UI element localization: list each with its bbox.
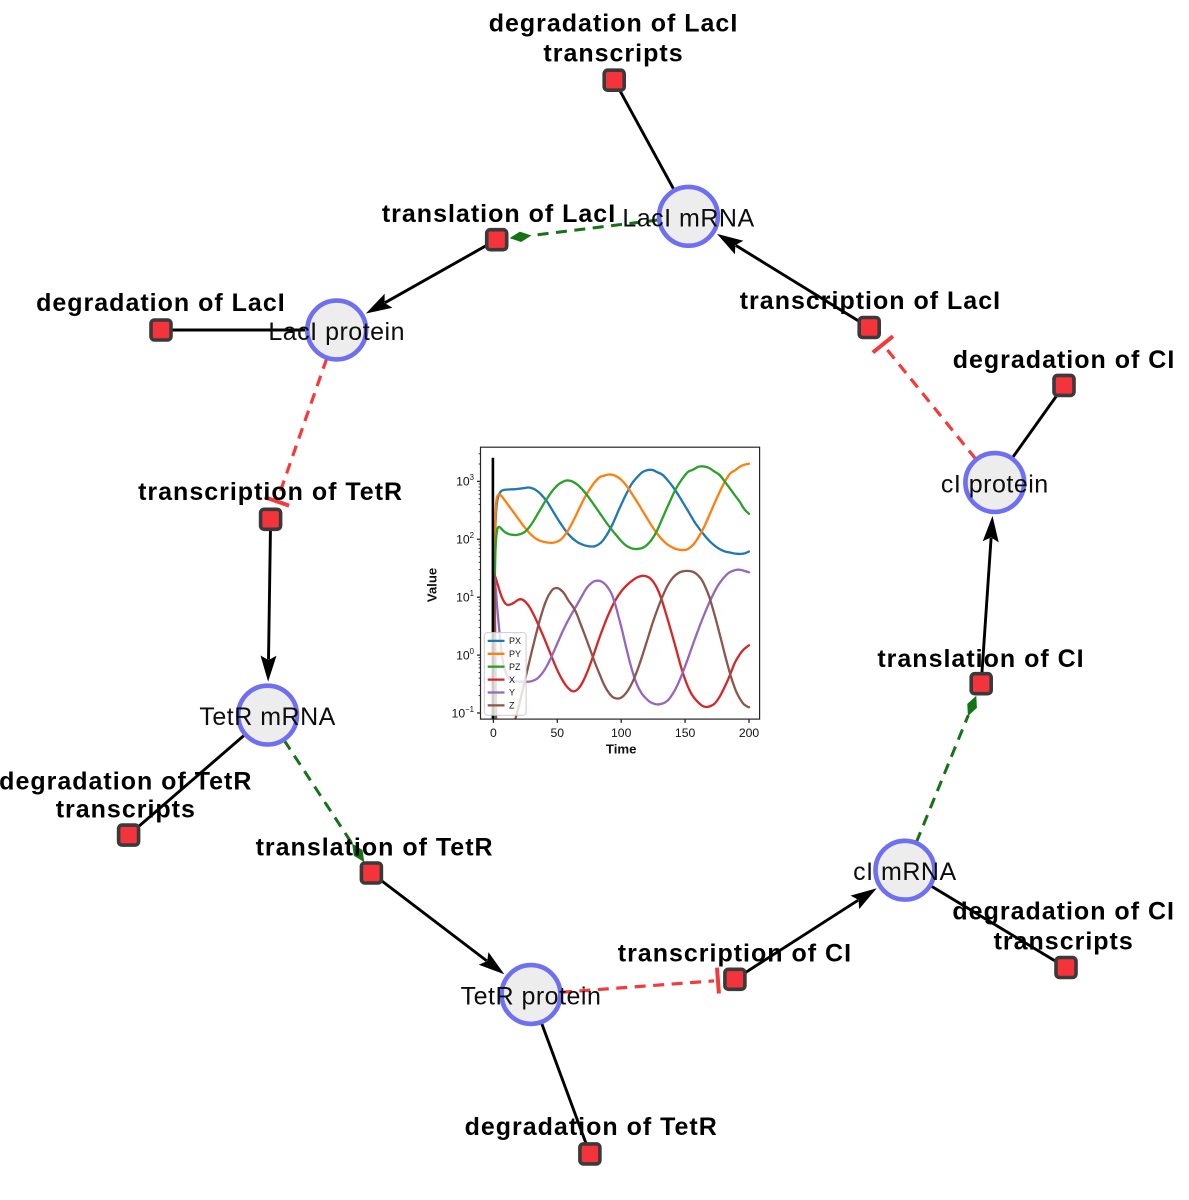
svg-text:X: X xyxy=(509,675,515,685)
svg-text:Y: Y xyxy=(509,688,515,698)
svg-text:Value: Value xyxy=(425,568,440,602)
svg-text:PX: PX xyxy=(509,636,521,646)
svg-text:translation of LacI: translation of LacI xyxy=(382,200,616,228)
svg-text:Z: Z xyxy=(509,701,515,711)
svg-text:150: 150 xyxy=(675,726,696,740)
svg-text:102: 102 xyxy=(456,531,474,547)
svg-text:50: 50 xyxy=(551,726,565,740)
svg-text:degradation of TetR: degradation of TetR xyxy=(465,1113,718,1141)
svg-text:LacI mRNA: LacI mRNA xyxy=(622,204,754,232)
svg-text:degradation of TetR: degradation of TetR xyxy=(0,768,252,796)
svg-text:transcription of TetR: transcription of TetR xyxy=(138,478,403,506)
svg-text:200: 200 xyxy=(739,726,760,740)
svg-text:TetR protein: TetR protein xyxy=(461,983,602,1011)
svg-text:100: 100 xyxy=(611,726,632,740)
svg-text:LacI protein: LacI protein xyxy=(268,318,405,346)
svg-text:transcripts: transcripts xyxy=(994,928,1134,956)
svg-text:degradation of LacI: degradation of LacI xyxy=(36,289,286,317)
svg-text:cI mRNA: cI mRNA xyxy=(853,858,957,886)
svg-text:PZ: PZ xyxy=(509,662,521,672)
svg-text:transcripts: transcripts xyxy=(543,40,683,68)
svg-text:cI protein: cI protein xyxy=(941,471,1049,499)
svg-text:translation of TetR: translation of TetR xyxy=(256,834,494,862)
svg-text:PY: PY xyxy=(509,649,521,659)
svg-text:103: 103 xyxy=(456,473,474,489)
svg-text:transcripts: transcripts xyxy=(56,796,196,824)
svg-text:degradation of CI: degradation of CI xyxy=(953,346,1176,374)
svg-text:degradation of CI: degradation of CI xyxy=(952,898,1175,926)
svg-text:translation of CI: translation of CI xyxy=(877,645,1084,673)
svg-text:101: 101 xyxy=(456,589,474,605)
svg-text:transcription of LacI: transcription of LacI xyxy=(740,287,1001,315)
svg-text:0: 0 xyxy=(490,726,497,740)
svg-text:transcription of CI: transcription of CI xyxy=(618,940,852,968)
svg-text:TetR mRNA: TetR mRNA xyxy=(199,703,335,731)
svg-text:Time: Time xyxy=(606,742,637,757)
svg-text:degradation of LacI: degradation of LacI xyxy=(489,10,739,38)
